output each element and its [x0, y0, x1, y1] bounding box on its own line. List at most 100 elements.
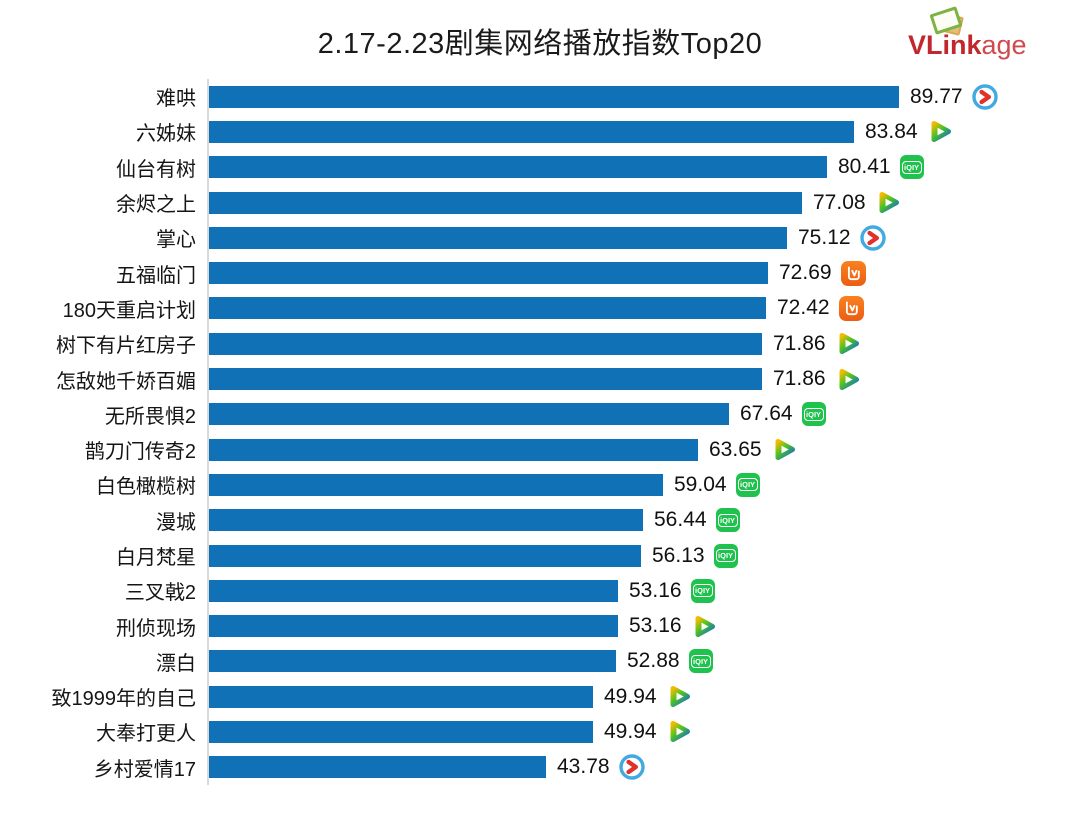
chart-row: 掌心 75.12	[0, 220, 1080, 256]
row-plot: 49.94	[207, 714, 1080, 750]
value-label: 67.64	[740, 402, 793, 426]
series-label: 掌心	[156, 229, 196, 252]
value-label: 75.12	[798, 225, 851, 249]
series-label: 白月梵星	[116, 547, 196, 569]
series-label: 无所畏惧2	[104, 405, 196, 428]
row-plot: 72.69	[207, 255, 1080, 291]
bar	[209, 473, 663, 496]
chart-row: 致1999年的自己 49.94	[0, 679, 1080, 715]
series-label: 大奉打更人	[96, 723, 196, 746]
value-label: 89.77	[910, 84, 963, 108]
row-plot: 59.04 iQIY	[207, 467, 1080, 503]
tencent-video-icon	[835, 366, 862, 393]
bar	[209, 615, 618, 638]
youku-icon	[618, 754, 645, 780]
bar	[209, 85, 899, 108]
mgtv-icon	[840, 260, 866, 286]
iqiyi-icon-text: iQIY	[901, 160, 922, 174]
vlinkage-logo: VLinkage	[908, 6, 1027, 60]
row-plot: 49.94	[207, 679, 1080, 715]
chart-row: 白月梵星 56.13 iQIY	[0, 537, 1080, 574]
value-label: 53.16	[629, 578, 682, 602]
chart-row: 鹊刀门传奇2 63.65	[0, 431, 1080, 468]
row-plot: 77.08	[207, 184, 1080, 221]
row-plot: 89.77	[207, 79, 1080, 115]
row-plot: 52.88 iQIY	[207, 643, 1080, 680]
chart-row: 树下有片红房子 71.86	[0, 326, 1080, 362]
bar-chart: 难哄 89.77 六姊妹 83.84 仙台有树 80.41 iQIY 余烬之上 …	[0, 79, 1080, 785]
value-label: 53.16	[629, 614, 682, 638]
value-label: 77.08	[813, 190, 866, 214]
bar	[209, 650, 616, 673]
iqiyi-icon: iQIY	[801, 402, 826, 427]
series-label: 怎敌她千娇百媚	[56, 370, 196, 393]
value-label: 80.41	[838, 155, 891, 179]
chart-row: 180天重启计划 72.42	[0, 290, 1080, 327]
bar	[209, 685, 593, 708]
series-label: 乡村爱情17	[93, 758, 196, 781]
chart-row: 仙台有树 80.41 iQIY	[0, 149, 1080, 185]
iqiyi-icon-text: iQIY	[690, 654, 711, 668]
bar	[209, 332, 762, 355]
chart-row: 余烬之上 77.08	[0, 184, 1080, 221]
tencent-video-icon	[666, 683, 693, 710]
iqiyi-icon: iQIY	[713, 543, 738, 568]
iqiyi-icon-text: iQIY	[715, 549, 736, 562]
series-label: 六姊妹	[136, 123, 196, 146]
iqiyi-icon: iQIY	[735, 472, 760, 497]
row-plot: 56.44 iQIY	[207, 502, 1080, 538]
bar	[209, 297, 766, 320]
series-label: 难哄	[156, 88, 196, 111]
series-label: 五福临门	[116, 264, 196, 287]
iqiyi-icon-text: iQIY	[717, 513, 738, 527]
chart-row: 刑侦现场 53.16	[0, 608, 1080, 644]
bar	[209, 579, 618, 602]
chart-row: 乡村爱情17 43.78	[0, 749, 1080, 785]
row-plot: 43.78	[207, 749, 1080, 785]
chart-row: 白色橄榄树 59.04 iQIY	[0, 467, 1080, 503]
bar	[209, 438, 698, 461]
row-plot: 67.64 iQIY	[207, 396, 1080, 432]
series-label: 树下有片红房子	[56, 335, 196, 358]
logo-text-light: age	[981, 30, 1027, 60]
row-plot: 53.16	[207, 608, 1080, 644]
value-label: 59.04	[674, 472, 727, 496]
series-label: 刑侦现场	[116, 617, 196, 640]
row-plot: 56.13 iQIY	[207, 537, 1080, 574]
chart-row: 五福临门 72.69	[0, 255, 1080, 291]
row-plot: 72.42	[207, 290, 1080, 327]
iqiyi-icon-text: iQIY	[737, 478, 758, 492]
chart-row: 怎敌她千娇百媚 71.86	[0, 361, 1080, 397]
series-label: 180天重启计划	[62, 299, 196, 322]
bar	[209, 262, 768, 285]
tencent-video-icon	[666, 718, 693, 745]
iqiyi-icon: iQIY	[688, 649, 713, 674]
value-label: 43.78	[557, 755, 610, 779]
chart-row: 六姊妹 83.84	[0, 114, 1080, 150]
bar	[209, 509, 643, 532]
page-title: 2.17-2.23剧集网络播放指数Top20	[317, 28, 763, 60]
row-plot: 71.86	[207, 361, 1080, 397]
value-label: 49.94	[604, 684, 657, 708]
series-label: 鹊刀门传奇2	[84, 441, 196, 464]
mgtv-icon	[838, 295, 864, 321]
series-label: 漂白	[156, 652, 196, 675]
value-label: 71.86	[773, 331, 826, 355]
iqiyi-icon: iQIY	[899, 155, 924, 180]
value-label: 52.88	[627, 649, 680, 673]
bar	[209, 120, 854, 143]
bar	[209, 156, 827, 179]
logo-text-bold: VLink	[908, 30, 982, 60]
value-label: 71.86	[773, 367, 826, 391]
series-label: 仙台有树	[116, 158, 196, 181]
bar	[209, 191, 802, 214]
series-label: 漫城	[156, 511, 196, 534]
chart-row: 大奉打更人 49.94	[0, 714, 1080, 750]
chart-row: 无所畏惧2 67.64 iQIY	[0, 396, 1080, 432]
iqiyi-icon: iQIY	[715, 508, 740, 533]
bar	[209, 226, 787, 249]
chart-row: 漫城 56.44 iQIY	[0, 502, 1080, 538]
tencent-video-icon	[771, 436, 798, 463]
value-label: 49.94	[604, 719, 657, 743]
